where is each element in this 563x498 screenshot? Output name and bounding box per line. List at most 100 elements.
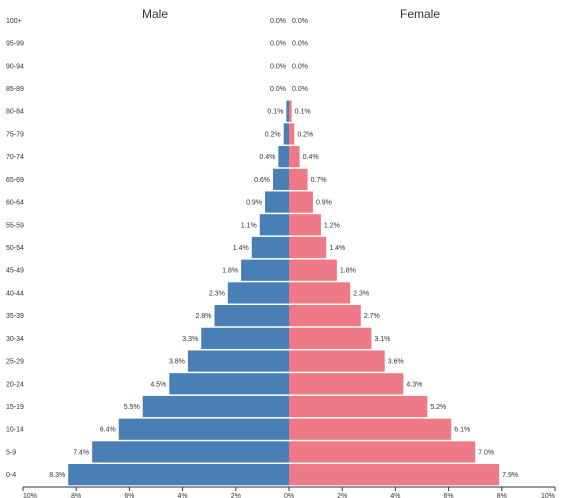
male-bar-75-79 bbox=[283, 123, 289, 145]
bars-group: 0-4 8.3% 7.9% 5-9 7.4% 7.0% 10-14 6.4% 6.1% 15-19… bbox=[6, 18, 518, 486]
female-bar-80-84 bbox=[289, 100, 292, 122]
x-tick-label: 6% bbox=[124, 493, 134, 498]
x-tick-label: 10% bbox=[23, 493, 37, 498]
male-bar-30-34 bbox=[201, 327, 289, 349]
x-tick-label: 2% bbox=[337, 493, 347, 498]
female-bar-35-39 bbox=[289, 305, 361, 327]
male-value-label-60-64: 0.9% bbox=[246, 200, 262, 207]
age-label-15-19: 15-19 bbox=[6, 404, 24, 411]
age-label-85-89: 85-89 bbox=[6, 86, 24, 93]
age-label-25-29: 25-29 bbox=[6, 359, 24, 366]
female-value-label-95-99: 0.0% bbox=[292, 41, 308, 48]
female-bar-15-19 bbox=[289, 395, 428, 418]
age-label-80-84: 80-84 bbox=[6, 109, 24, 116]
x-tick-label: 8% bbox=[71, 493, 81, 498]
x-tick-label: 4% bbox=[390, 493, 400, 498]
male-value-label-55-59: 1.1% bbox=[241, 222, 257, 229]
male-bar-40-44 bbox=[227, 282, 289, 304]
male-value-label-65-69: 0.6% bbox=[254, 177, 270, 184]
female-value-label-100plus: 0.0% bbox=[292, 18, 308, 25]
age-label-65-69: 65-69 bbox=[6, 177, 24, 184]
female-value-label-50-54: 1.4% bbox=[329, 245, 345, 252]
male-value-label-70-74: 0.4% bbox=[259, 154, 275, 161]
female-bar-5-9 bbox=[289, 441, 476, 463]
female-value-label-80-84: 0.1% bbox=[295, 109, 311, 116]
age-label-5-9: 5-9 bbox=[6, 449, 16, 456]
male-bar-0-4 bbox=[68, 464, 289, 486]
female-bar-30-34 bbox=[289, 327, 372, 349]
female-value-label-65-69: 0.7% bbox=[311, 177, 327, 184]
female-value-label-25-29: 3.6% bbox=[388, 359, 404, 366]
male-value-label-80-84: 0.1% bbox=[267, 109, 283, 116]
male-bar-65-69 bbox=[273, 168, 289, 190]
x-axis: 10% 8% 6% 4% 2% 0% 2% 4% 6% 8% 10% bbox=[22, 486, 556, 498]
male-bar-45-49 bbox=[241, 259, 289, 281]
male-title: Male bbox=[142, 7, 168, 21]
age-label-75-79: 75-79 bbox=[6, 131, 24, 138]
female-bar-0-4 bbox=[289, 464, 500, 486]
female-value-label-10-14: 6.1% bbox=[454, 427, 470, 434]
x-tick-label: 8% bbox=[497, 493, 507, 498]
male-bar-60-64 bbox=[265, 191, 289, 213]
male-bar-50-54 bbox=[251, 236, 289, 259]
x-tick-label: 2% bbox=[231, 493, 241, 498]
age-label-55-59: 55-59 bbox=[6, 222, 24, 229]
female-bar-20-24 bbox=[289, 373, 404, 395]
male-bar-80-84 bbox=[286, 100, 289, 122]
x-tick-label: 6% bbox=[444, 493, 454, 498]
male-bar-55-59 bbox=[259, 214, 289, 236]
male-bar-5-9 bbox=[92, 441, 289, 463]
age-label-45-49: 45-49 bbox=[6, 268, 24, 275]
female-value-label-40-44: 2.3% bbox=[353, 290, 369, 297]
x-tick-label: 4% bbox=[178, 493, 188, 498]
male-value-label-15-19: 5.5% bbox=[124, 404, 140, 411]
female-value-label-30-34: 3.1% bbox=[374, 336, 390, 343]
female-title: Female bbox=[400, 7, 440, 21]
female-value-label-0-4: 7.9% bbox=[502, 472, 518, 479]
age-label-40-44: 40-44 bbox=[6, 290, 24, 297]
female-value-label-55-59: 1.2% bbox=[324, 222, 340, 229]
age-label-70-74: 70-74 bbox=[6, 154, 24, 161]
male-value-label-35-39: 2.8% bbox=[196, 313, 212, 320]
male-value-label-45-49: 1.8% bbox=[222, 268, 238, 275]
age-label-10-14: 10-14 bbox=[6, 427, 24, 434]
age-label-95-99: 95-99 bbox=[6, 41, 24, 48]
x-tick-label: 10% bbox=[541, 493, 555, 498]
female-value-label-85-89: 0.0% bbox=[292, 86, 308, 93]
male-bar-10-14 bbox=[118, 418, 289, 440]
age-label-90-94: 90-94 bbox=[6, 63, 24, 70]
female-value-label-75-79: 0.2% bbox=[297, 131, 313, 138]
age-label-35-39: 35-39 bbox=[6, 313, 24, 320]
female-bar-40-44 bbox=[289, 282, 351, 304]
male-value-label-40-44: 2.3% bbox=[209, 290, 225, 297]
male-value-label-50-54: 1.4% bbox=[233, 245, 249, 252]
male-value-label-100plus: 0.0% bbox=[270, 18, 286, 25]
female-value-label-15-19: 5.2% bbox=[430, 404, 446, 411]
male-bar-25-29 bbox=[187, 350, 289, 372]
female-bar-50-54 bbox=[289, 236, 327, 259]
male-bar-20-24 bbox=[169, 373, 289, 395]
female-bar-75-79 bbox=[289, 123, 295, 145]
female-value-label-60-64: 0.9% bbox=[316, 200, 332, 207]
female-bar-25-29 bbox=[289, 350, 385, 372]
female-bar-65-69 bbox=[289, 168, 308, 190]
male-value-label-90-94: 0.0% bbox=[270, 63, 286, 70]
female-bar-70-74 bbox=[289, 146, 300, 168]
age-label-50-54: 50-54 bbox=[6, 245, 24, 252]
female-value-label-70-74: 0.4% bbox=[303, 154, 319, 161]
male-bar-15-19 bbox=[142, 395, 289, 418]
female-bar-55-59 bbox=[289, 214, 321, 236]
male-value-label-25-29: 3.8% bbox=[169, 359, 185, 366]
male-value-label-85-89: 0.0% bbox=[270, 86, 286, 93]
female-value-label-45-49: 1.8% bbox=[340, 268, 356, 275]
male-value-label-75-79: 0.2% bbox=[265, 131, 281, 138]
male-value-label-10-14: 6.4% bbox=[100, 427, 116, 434]
male-value-label-5-9: 7.4% bbox=[73, 449, 89, 456]
female-value-label-5-9: 7.0% bbox=[478, 449, 494, 456]
age-label-100plus: 100+ bbox=[6, 18, 22, 25]
male-value-label-20-24: 4.5% bbox=[150, 381, 166, 388]
age-label-30-34: 30-34 bbox=[6, 336, 24, 343]
female-value-label-35-39: 2.7% bbox=[364, 313, 380, 320]
age-label-20-24: 20-24 bbox=[6, 381, 24, 388]
